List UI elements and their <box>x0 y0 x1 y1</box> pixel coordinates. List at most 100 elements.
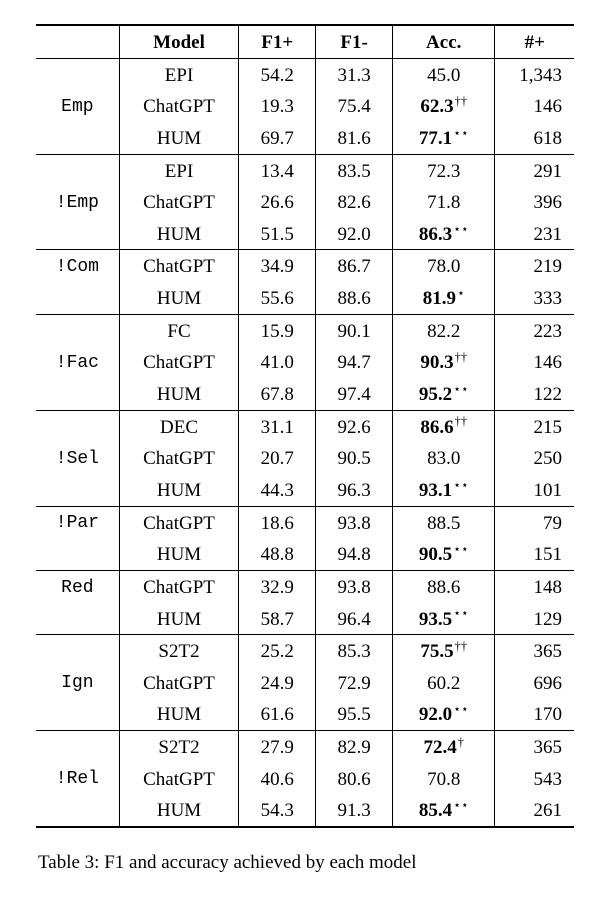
group-label-cell <box>36 282 119 314</box>
table-row: S2T225.285.375.5††365 <box>36 635 574 667</box>
nplus-cell: 146 <box>495 346 574 378</box>
model-cell: HUM <box>119 474 239 506</box>
acc-cell: 88.5 <box>392 506 494 538</box>
table-row: !FacChatGPT41.094.790.3††146 <box>36 346 574 378</box>
f1minus-cell: 82.9 <box>316 731 393 763</box>
model-cell: HUM <box>119 122 239 154</box>
nplus-cell: 79 <box>495 506 574 538</box>
group-label-cell <box>36 794 119 827</box>
f1minus-cell: 81.6 <box>316 122 393 154</box>
table-row: HUM55.688.681.9⋆333 <box>36 282 574 314</box>
group-label-cell: Emp <box>36 90 119 122</box>
nplus-cell: 101 <box>495 474 574 506</box>
nplus-cell: 696 <box>495 667 574 699</box>
nplus-cell: 148 <box>495 570 574 602</box>
acc-cell: 72.4† <box>392 731 494 763</box>
table-row: HUM44.396.393.1⋆⋆101 <box>36 474 574 506</box>
table-caption: Table 3: F1 and accuracy achieved by eac… <box>36 850 574 876</box>
group-label-cell: !Com <box>36 250 119 282</box>
f1plus-cell: 48.8 <box>239 538 316 570</box>
nplus-cell: 170 <box>495 698 574 730</box>
f1minus-cell: 93.8 <box>316 570 393 602</box>
model-cell: ChatGPT <box>119 570 239 602</box>
acc-cell: 88.6 <box>392 570 494 602</box>
acc-cell: 86.6†† <box>392 410 494 442</box>
model-cell: EPI <box>119 154 239 186</box>
f1plus-cell: 69.7 <box>239 122 316 154</box>
col-nplus: #+ <box>495 25 574 58</box>
group-label-cell <box>36 378 119 410</box>
model-cell: HUM <box>119 218 239 250</box>
group-label-cell: !Fac <box>36 346 119 378</box>
table-row: HUM48.894.890.5⋆⋆151 <box>36 538 574 570</box>
table-row: HUM51.592.086.3⋆⋆231 <box>36 218 574 250</box>
table-row: DEC31.192.686.6††215 <box>36 410 574 442</box>
nplus-cell: 365 <box>495 731 574 763</box>
nplus-cell: 215 <box>495 410 574 442</box>
f1minus-cell: 92.0 <box>316 218 393 250</box>
acc-cell: 75.5†† <box>392 635 494 667</box>
f1plus-cell: 19.3 <box>239 90 316 122</box>
acc-cell: 95.2⋆⋆ <box>392 378 494 410</box>
f1minus-cell: 83.5 <box>316 154 393 186</box>
nplus-cell: 219 <box>495 250 574 282</box>
f1plus-cell: 54.2 <box>239 58 316 90</box>
nplus-cell: 129 <box>495 603 574 635</box>
f1minus-cell: 96.4 <box>316 603 393 635</box>
nplus-cell: 146 <box>495 90 574 122</box>
f1plus-cell: 58.7 <box>239 603 316 635</box>
group-label-cell <box>36 603 119 635</box>
f1plus-cell: 18.6 <box>239 506 316 538</box>
table-row: RedChatGPT32.993.888.6148 <box>36 570 574 602</box>
model-cell: EPI <box>119 58 239 90</box>
group-label-cell <box>36 58 119 90</box>
f1minus-cell: 91.3 <box>316 794 393 827</box>
group-label-cell <box>36 314 119 346</box>
model-cell: S2T2 <box>119 731 239 763</box>
f1plus-cell: 41.0 <box>239 346 316 378</box>
f1plus-cell: 44.3 <box>239 474 316 506</box>
acc-cell: 85.4⋆⋆ <box>392 794 494 827</box>
acc-cell: 86.3⋆⋆ <box>392 218 494 250</box>
nplus-cell: 618 <box>495 122 574 154</box>
table-row: EPI54.231.345.01,343 <box>36 58 574 90</box>
model-cell: ChatGPT <box>119 667 239 699</box>
table-row: S2T227.982.972.4†365 <box>36 731 574 763</box>
model-cell: HUM <box>119 794 239 827</box>
f1minus-cell: 86.7 <box>316 250 393 282</box>
model-cell: HUM <box>119 603 239 635</box>
group-label-cell: Red <box>36 570 119 602</box>
group-label-cell <box>36 635 119 667</box>
group-label-cell <box>36 218 119 250</box>
group-label-cell <box>36 410 119 442</box>
model-cell: ChatGPT <box>119 506 239 538</box>
model-cell: HUM <box>119 538 239 570</box>
group-label-cell <box>36 122 119 154</box>
table-row: HUM67.897.495.2⋆⋆122 <box>36 378 574 410</box>
group-label-cell <box>36 538 119 570</box>
acc-cell: 70.8 <box>392 763 494 795</box>
f1minus-cell: 72.9 <box>316 667 393 699</box>
f1plus-cell: 26.6 <box>239 186 316 218</box>
nplus-cell: 1,343 <box>495 58 574 90</box>
col-f1minus: F1- <box>316 25 393 58</box>
group-label-cell <box>36 731 119 763</box>
model-cell: ChatGPT <box>119 186 239 218</box>
col-f1plus: F1+ <box>239 25 316 58</box>
table-row: !ParChatGPT18.693.888.579 <box>36 506 574 538</box>
f1minus-cell: 95.5 <box>316 698 393 730</box>
f1plus-cell: 31.1 <box>239 410 316 442</box>
table-row: HUM58.796.493.5⋆⋆129 <box>36 603 574 635</box>
table-row: FC15.990.182.2223 <box>36 314 574 346</box>
f1plus-cell: 32.9 <box>239 570 316 602</box>
model-cell: HUM <box>119 378 239 410</box>
model-cell: FC <box>119 314 239 346</box>
table-body: EPI54.231.345.01,343EmpChatGPT19.375.462… <box>36 58 574 827</box>
f1plus-cell: 51.5 <box>239 218 316 250</box>
nplus-cell: 333 <box>495 282 574 314</box>
model-cell: HUM <box>119 282 239 314</box>
f1minus-cell: 93.8 <box>316 506 393 538</box>
f1minus-cell: 94.8 <box>316 538 393 570</box>
model-cell: HUM <box>119 698 239 730</box>
nplus-cell: 396 <box>495 186 574 218</box>
